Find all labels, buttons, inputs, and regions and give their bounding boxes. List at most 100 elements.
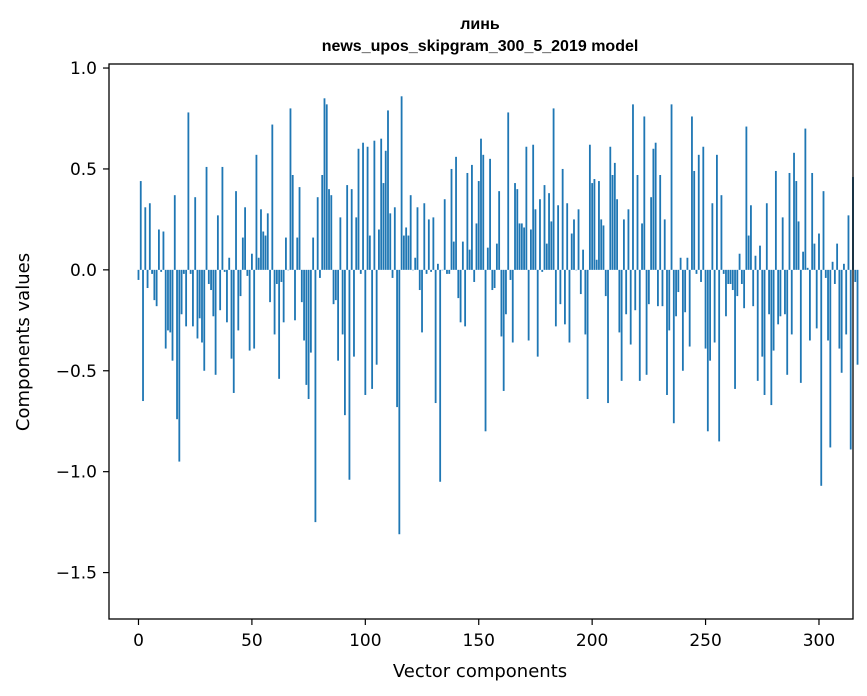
chart-title-line-2: news_upos_skipgram_300_5_2019 model — [322, 38, 639, 55]
bar-77 — [312, 237, 315, 270]
bar-82 — [323, 98, 326, 270]
bar-20 — [182, 269, 185, 274]
bar-131 — [434, 269, 437, 404]
bar-117 — [402, 235, 405, 270]
bar-19 — [180, 269, 183, 315]
bar-236 — [672, 269, 675, 424]
bar-317 — [856, 269, 859, 365]
bar-33 — [212, 269, 215, 317]
y-tick-label-2: 0.0 — [70, 261, 97, 281]
bar-188 — [564, 269, 566, 325]
bar-205 — [602, 225, 605, 270]
bar-178 — [541, 269, 544, 272]
bar-120 — [409, 195, 412, 270]
bar-30 — [205, 166, 208, 270]
bar-95 — [353, 269, 355, 357]
bar-282 — [777, 269, 780, 325]
bar-203 — [598, 181, 600, 270]
bar-18 — [178, 269, 181, 462]
bar-254 — [713, 269, 716, 343]
bar-89 — [339, 217, 342, 270]
bar-142 — [459, 269, 462, 323]
bar-7 — [153, 269, 156, 301]
bar-108 — [382, 183, 385, 270]
bar-24 — [192, 269, 194, 327]
bar-240 — [681, 269, 684, 371]
bar-111 — [389, 213, 392, 270]
bar-15 — [171, 269, 174, 361]
bar-246 — [695, 269, 698, 274]
chart-title-line-1: линь — [460, 16, 500, 33]
bar-83 — [325, 104, 328, 270]
bar-183 — [552, 108, 555, 270]
bar-56 — [264, 235, 267, 270]
bar-123 — [416, 207, 419, 270]
bar-196 — [582, 249, 584, 270]
bar-14 — [169, 269, 172, 333]
bar-125 — [421, 269, 423, 333]
bar-195 — [579, 269, 582, 295]
bar-238 — [677, 269, 680, 293]
bar-283 — [779, 269, 782, 317]
bar-280 — [772, 269, 775, 351]
bar-191 — [570, 233, 573, 270]
bar-310 — [840, 269, 843, 373]
bar-74 — [305, 269, 308, 385]
bar-45 — [239, 269, 242, 297]
bar-268 — [745, 126, 748, 270]
y-tick-label-3: −0.5 — [56, 362, 97, 382]
bar-279 — [770, 269, 773, 406]
bar-91 — [344, 269, 346, 416]
bar-46 — [241, 237, 244, 270]
bar-51 — [253, 269, 256, 349]
bar-213 — [620, 269, 623, 381]
bar-231 — [661, 269, 664, 307]
bar-47 — [244, 207, 246, 270]
bar-115 — [398, 269, 401, 535]
bar-270 — [750, 205, 752, 270]
bar-214 — [623, 219, 625, 270]
bar-98 — [359, 269, 362, 274]
bar-177 — [539, 199, 541, 270]
bar-166 — [514, 183, 516, 270]
bar-243 — [688, 269, 691, 347]
bar-189 — [566, 203, 569, 270]
bar-199 — [588, 144, 591, 270]
bar-176 — [536, 269, 539, 357]
x-axis-ticks: 0 50 100 150 200 250 300 — [133, 619, 835, 651]
bar-97 — [357, 148, 360, 270]
bar-172 — [527, 269, 530, 341]
x-axis-label: Vector components — [393, 661, 567, 682]
bar-37 — [221, 166, 224, 270]
bar-292 — [799, 269, 802, 383]
bar-88 — [337, 269, 339, 361]
bar-204 — [600, 219, 603, 270]
bar-304 — [827, 269, 829, 341]
bar-253 — [711, 203, 714, 270]
bar-112 — [391, 269, 394, 278]
bar-50 — [251, 253, 253, 270]
bar-228 — [654, 142, 657, 270]
bar-182 — [550, 221, 553, 270]
bar-276 — [763, 269, 766, 395]
bar-25 — [194, 197, 197, 270]
bar-11 — [162, 231, 165, 270]
bar-119 — [407, 235, 410, 270]
bar-160 — [500, 269, 503, 337]
bar-158 — [495, 243, 498, 270]
bar-154 — [486, 247, 489, 270]
bar-227 — [652, 148, 655, 270]
bar-275 — [761, 269, 764, 357]
bar-159 — [498, 191, 501, 270]
bar-38 — [223, 269, 226, 272]
bar-167 — [516, 189, 519, 270]
bar-184 — [554, 269, 557, 327]
bar-248 — [700, 269, 702, 282]
y-tick-label-5: −1.5 — [56, 564, 97, 584]
bar-72 — [300, 269, 303, 303]
bar-109 — [384, 150, 387, 270]
bar-132 — [437, 263, 439, 270]
x-tick-label-300: 300 — [803, 631, 835, 651]
bar-133 — [439, 269, 442, 482]
